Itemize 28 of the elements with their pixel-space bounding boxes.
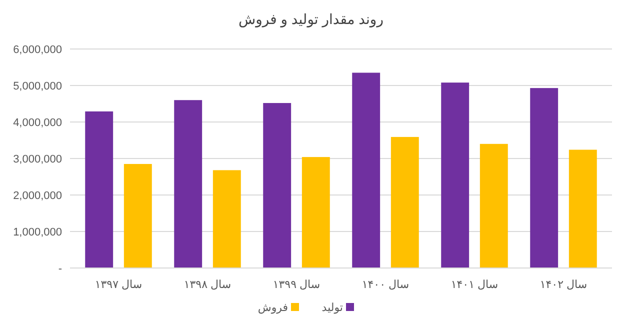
bar [174,100,202,268]
bar [441,82,470,268]
y-tick-label: 1,000,000 [13,226,62,238]
legend-label: تولید [322,302,343,314]
bar [568,150,597,268]
x-tick-label: سال ۱۴۰۲ [540,279,588,291]
bar [85,111,114,268]
bar [124,164,152,268]
chart-title: روند مقدار تولید و فروش [238,11,384,28]
bar [530,88,558,268]
bar [390,136,419,268]
legend-label: فروش [258,302,288,314]
y-tick-label: 6,000,000 [13,44,62,56]
y-tick-label: 3,000,000 [13,153,62,166]
x-tick-label: سال ۱۳۹۸ [184,279,232,291]
y-tick-label: 5,000,000 [13,80,62,92]
x-tick-label: سال ۱۳۹۹ [272,279,320,291]
y-tick-label: 4,000,000 [13,116,62,129]
x-tick-label: سال ۱۴۰۰ [362,279,410,291]
y-tick-label: 2,000,000 [13,190,62,202]
bar [302,157,330,268]
bar [263,103,292,268]
bar [480,144,508,268]
y-tick-label: - [58,262,62,275]
bar [352,72,380,268]
x-tick-label: سال ۱۴۰۱ [450,279,498,291]
x-tick-label: سال ۱۳۹۷ [94,279,142,291]
bar [212,170,241,268]
